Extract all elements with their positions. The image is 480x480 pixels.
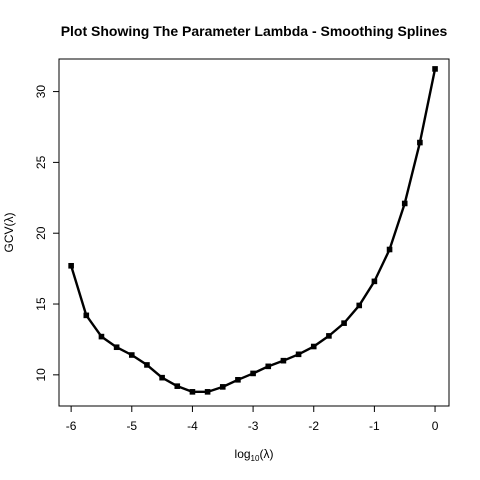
plot-frame — [58, 58, 450, 407]
data-point — [250, 370, 256, 377]
y-axis: 10 15 20 25 30 — [34, 85, 59, 382]
data-point — [144, 362, 150, 368]
x-axis: -6 -5 -4 -3 -2 -1 0 — [66, 406, 439, 433]
data-point — [174, 383, 181, 389]
data-point — [68, 262, 74, 269]
data-point — [280, 357, 287, 364]
x-axis-label-base: log — [235, 447, 251, 461]
data-point — [265, 363, 272, 370]
data-point — [113, 344, 120, 351]
x-tick-label: -2 — [308, 419, 319, 433]
data-point — [159, 374, 165, 381]
y-axis-label: GCV(λ) — [2, 213, 16, 253]
x-tick-label: -1 — [369, 419, 380, 433]
data-point — [401, 200, 408, 207]
x-tick-label: -3 — [248, 419, 259, 433]
x-axis-label: log10(λ) — [235, 447, 274, 463]
data-point — [356, 302, 363, 309]
x-tick-label: -4 — [187, 419, 198, 433]
data-point — [235, 376, 241, 383]
data-point — [417, 139, 423, 146]
x-axis-label-subscript: 10 — [251, 454, 260, 463]
data-point — [204, 389, 211, 395]
data-point — [128, 352, 135, 358]
x-tick-label: -6 — [66, 419, 77, 433]
data-point — [189, 389, 196, 395]
data-point — [310, 343, 317, 350]
data-point — [371, 278, 378, 285]
data-point — [341, 320, 347, 326]
data-point — [432, 66, 438, 72]
series-line — [69, 68, 437, 394]
data-point — [295, 351, 302, 358]
x-tick-label: 0 — [432, 419, 439, 433]
data-point — [98, 333, 105, 340]
data-point — [83, 312, 90, 319]
y-tick-label: 10 — [34, 368, 48, 382]
data-point — [219, 384, 226, 390]
y-tick-label: 30 — [34, 85, 48, 99]
y-tick-label: 20 — [34, 226, 48, 240]
data-point — [326, 333, 332, 339]
x-axis-label-rest: (λ) — [259, 447, 273, 461]
y-tick-label: 15 — [34, 297, 48, 311]
x-tick-label: -5 — [126, 419, 137, 433]
series-layer — [68, 66, 438, 395]
data-point — [386, 246, 393, 253]
chart-title: Plot Showing The Parameter Lambda - Smoo… — [61, 23, 448, 39]
y-tick-label: 25 — [34, 155, 48, 169]
